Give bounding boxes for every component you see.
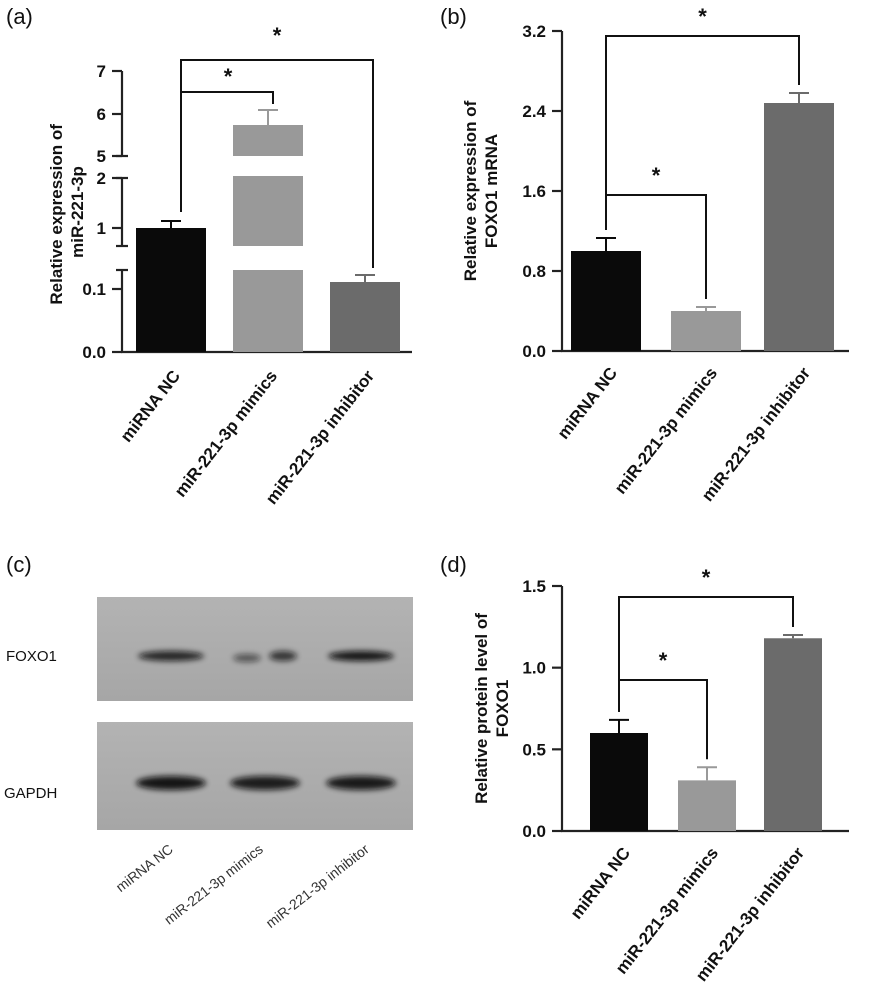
y-axis-title-line1: Relative expression of (47, 124, 66, 305)
y-tick-label: 2.4 (522, 102, 546, 121)
significance-bracket (618, 596, 794, 712)
western-blot: FOXO1 GAPDH miRNA NC miR-221-3p mimics m… (4, 597, 413, 931)
y-tick-label: 0.1 (82, 280, 106, 299)
y-axis-title-line1: Relative expression of (461, 100, 480, 281)
blot-lane-label: miR-221-3p inhibitor (263, 841, 372, 931)
significance-star: * (224, 64, 233, 89)
y-tick-label: 1.5 (522, 577, 546, 596)
x-category-label: miRNA NC (117, 367, 185, 446)
y-tick-label: 0.8 (522, 262, 546, 281)
y-tick-label: 7 (97, 62, 106, 81)
significance-star: * (659, 648, 668, 673)
blot-membrane-foxo1 (97, 597, 413, 701)
y-axis-title-line2: FOXO1 (493, 680, 512, 738)
blot-lane-label: miR-221-3p mimics (161, 841, 266, 928)
chart-d: 0.0 0.5 1.0 1.5 Relative protein level of FOX… (472, 565, 849, 985)
bar-inhibitor (330, 282, 400, 352)
blot-band (326, 776, 396, 790)
bar (764, 638, 822, 831)
blot-row-label-gapdh: GAPDH (4, 785, 57, 802)
x-category-label: miR-221-3p mimics (611, 364, 721, 498)
significance-star: * (698, 4, 707, 29)
bar-mimics-middle (233, 176, 303, 246)
bar (678, 780, 736, 831)
y-axis-title-line1: Relative protein level of (472, 613, 491, 804)
blot-bands (136, 651, 396, 790)
y-tick-label: 1 (97, 219, 106, 238)
bar-mirna-nc (136, 228, 206, 352)
significance-bracket-mimics (180, 91, 274, 212)
bar-mimics-upper (233, 125, 303, 156)
significance-bracket-inhibitor (180, 59, 374, 268)
y-tick-label: 0.0 (522, 822, 546, 841)
y-tick-label: 6 (97, 105, 106, 124)
blot-band (269, 651, 297, 661)
bar (764, 103, 834, 351)
blot-band (233, 654, 261, 662)
y-tick-label: 0.5 (522, 740, 546, 759)
blot-lane-label: miRNA NC (113, 841, 176, 895)
x-category-label: miR-221-3p inhibitor (698, 363, 814, 505)
y-tick-label: 5 (97, 147, 106, 166)
significance-star: * (273, 23, 282, 48)
panel-label-b: (b) (440, 4, 467, 29)
significance-bracket (605, 35, 800, 230)
y-tick-label: 0.0 (82, 343, 106, 362)
bar (671, 311, 741, 351)
y-axis-title-line2: miR-221-3p (68, 166, 87, 258)
chart-a: 0.0 0.1 1 2 5 6 7 Relative expression of… (47, 23, 412, 508)
error-bar-inhibitor (355, 274, 375, 282)
blot-band (230, 776, 300, 790)
y-tick-label: 0.0 (522, 342, 546, 361)
error-bar-mimics (258, 109, 278, 125)
blot-band (328, 651, 394, 661)
y-tick-label: 3.2 (522, 22, 546, 41)
significance-star: * (652, 163, 661, 188)
x-category-label: miR-221-3p inhibitor (262, 366, 378, 508)
y-axis-title: Relative expression of FOXO1 mRNA (461, 100, 501, 281)
y-tick-label: 1.6 (522, 182, 546, 201)
y-axis-title: Relative expression of miR-221-3p (47, 119, 87, 304)
chart-b: 0.0 0.8 1.6 2.4 3.2 Relative expression of FOX… (461, 4, 849, 505)
blot-membrane-gapdh (97, 722, 413, 830)
bar-mimics-lower (233, 270, 303, 352)
panel-label-a: (a) (6, 4, 33, 29)
y-axis-title: Relative protein level of FOXO1 (472, 613, 512, 804)
y-tick-label: 2 (97, 169, 106, 188)
blot-row-label-foxo1: FOXO1 (6, 648, 57, 665)
x-category-label: miRNA NC (567, 844, 635, 923)
bar (571, 251, 641, 351)
x-category-label: miR-221-3p mimics (171, 367, 281, 501)
blot-band (138, 651, 204, 661)
y-tick-label: 1.0 (522, 659, 546, 678)
error-bar-mirna-nc (161, 220, 181, 228)
panel-label-c: (c) (6, 552, 32, 577)
x-category-label: miRNA NC (554, 364, 622, 443)
significance-star: * (702, 565, 711, 590)
blot-band (136, 776, 206, 790)
bar (590, 733, 648, 831)
panel-label-d: (d) (440, 552, 467, 577)
y-axis-title-line2: FOXO1 mRNA (482, 134, 501, 248)
